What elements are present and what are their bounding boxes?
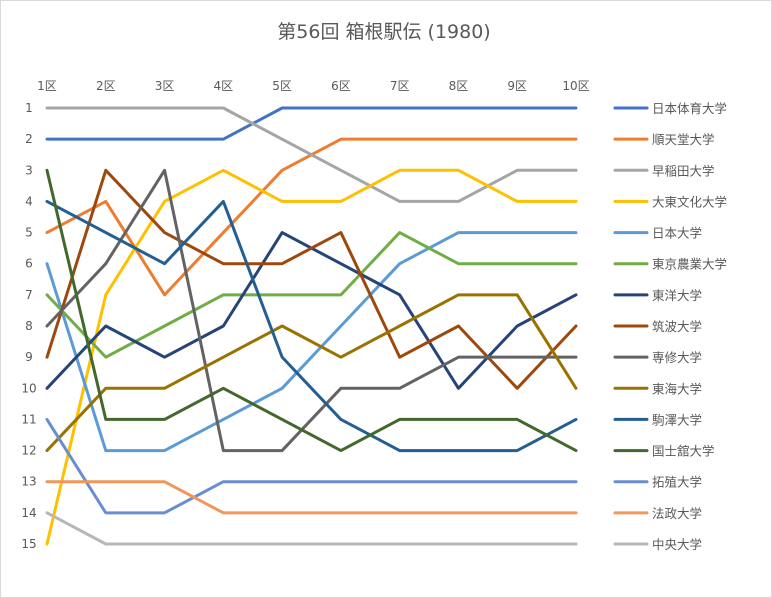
legend-label: 東海大学 (652, 381, 702, 396)
legend-label: 順天堂大学 (652, 132, 715, 147)
y-tick-label: 7 (25, 288, 33, 302)
legend-item: 拓殖大学 (613, 475, 702, 490)
legend-item: 筑波大学 (613, 319, 702, 334)
series-line-3 (45, 106, 578, 203)
x-tick-label: 5区 (272, 79, 292, 93)
series-line-5 (45, 231, 578, 453)
legend-label: 法政大学 (652, 506, 702, 521)
legend-item: 大東文化大学 (613, 194, 727, 209)
y-tick-label: 6 (25, 257, 33, 271)
legend-item: 中央大学 (613, 537, 702, 552)
legend-label: 筑波大学 (652, 319, 702, 334)
legend: 日本体育大学順天堂大学早稲田大学大東文化大学日本大学東京農業大学東洋大学筑波大学… (613, 101, 727, 552)
legend-item: 日本体育大学 (613, 101, 727, 116)
legend-item: 駒澤大学 (613, 412, 702, 427)
x-tick-label: 7区 (390, 79, 410, 93)
x-tick-label: 6区 (331, 79, 351, 93)
legend-label: 大東文化大学 (652, 194, 727, 209)
series-lines (45, 106, 578, 546)
legend-item: 早稲田大学 (613, 163, 715, 178)
y-tick-label: 8 (25, 319, 33, 333)
series-line-1 (45, 106, 578, 141)
x-tick-label: 8区 (449, 79, 469, 93)
x-tick-label: 3区 (155, 79, 175, 93)
x-tick-label: 10区 (562, 79, 589, 93)
y-tick-label: 12 (21, 444, 36, 458)
legend-label: 早稲田大学 (652, 163, 715, 178)
chart-title: 第56回 箱根駅伝 (1980) (277, 21, 490, 43)
legend-label: 日本体育大学 (652, 101, 727, 116)
y-tick-label: 13 (21, 475, 36, 489)
legend-item: 東京農業大学 (613, 257, 727, 272)
y-tick-label: 2 (25, 132, 33, 146)
legend-item: 東海大学 (613, 381, 702, 396)
legend-item: 専修大学 (613, 350, 702, 365)
y-tick-label: 10 (21, 381, 36, 395)
y-tick-label: 15 (21, 537, 36, 551)
y-tick-label: 14 (21, 506, 36, 520)
series-line-15 (45, 511, 578, 546)
legend-item: 順天堂大学 (613, 132, 715, 147)
y-tick-label: 11 (21, 412, 36, 426)
y-tick-label: 1 (25, 101, 33, 115)
y-tick-label: 5 (25, 226, 33, 240)
x-tick-label: 2区 (96, 79, 116, 93)
legend-label: 国士舘大学 (652, 444, 715, 459)
legend-label: 日本大学 (652, 226, 702, 241)
legend-label: 駒澤大学 (652, 412, 702, 427)
series-line-14 (45, 480, 578, 515)
series-line-10 (45, 293, 578, 453)
series-line-9 (45, 168, 578, 453)
legend-label: 拓殖大学 (652, 475, 702, 490)
y-tick-label: 3 (25, 163, 33, 177)
legend-item: 日本大学 (613, 226, 702, 241)
legend-label: 中央大学 (652, 537, 702, 552)
legend-item: 法政大学 (613, 506, 702, 521)
y-tick-label: 9 (25, 350, 33, 364)
legend-label: 東洋大学 (652, 288, 702, 303)
x-tick-label: 1区 (37, 79, 57, 93)
series-line-2 (45, 137, 578, 297)
y-tick-label: 4 (25, 194, 33, 208)
x-tick-label: 9区 (507, 79, 527, 93)
legend-label: 東京農業大学 (652, 257, 727, 272)
series-line-12 (45, 168, 578, 453)
legend-label: 専修大学 (652, 350, 702, 365)
legend-item: 東洋大学 (613, 288, 702, 303)
legend-item: 国士舘大学 (613, 444, 715, 459)
series-line-13 (45, 417, 578, 515)
series-line-11 (45, 199, 578, 453)
x-tick-label: 4区 (214, 79, 234, 93)
x-tick-labels: 1区 2区 3区 4区 5区 6区 7区 8区 9区 10区 (37, 79, 589, 93)
